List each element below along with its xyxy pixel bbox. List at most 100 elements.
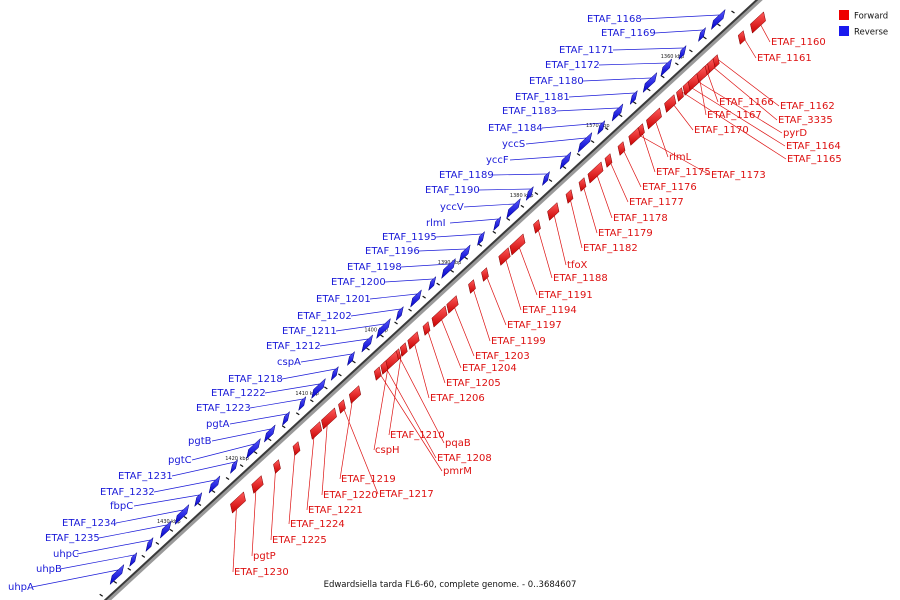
forward-leader bbox=[678, 89, 787, 160]
forward-leader bbox=[708, 62, 778, 121]
forward-leader bbox=[551, 206, 567, 266]
tick-mark bbox=[618, 114, 623, 118]
reverse-gene-label-etaf-1200: ETAF_1200 bbox=[331, 277, 386, 288]
reverse-gene-label-etaf-1181: ETAF_1181 bbox=[515, 92, 570, 103]
reverse-gene-label-etaf-1180: ETAF_1180 bbox=[529, 76, 584, 87]
reverse-gene-label-etaf-1235: ETAF_1235 bbox=[45, 533, 100, 544]
forward-leader bbox=[535, 221, 553, 279]
reverse-leader bbox=[369, 293, 418, 300]
tick-mark bbox=[380, 334, 384, 338]
reverse-gene-label-pgtb: pgtB bbox=[188, 436, 212, 447]
forward-gene-glyph bbox=[498, 247, 511, 266]
forward-gene-label-etaf-1197: ETAF_1197 bbox=[507, 320, 562, 331]
reverse-gene-label-etaf-1169: ETAF_1169 bbox=[601, 28, 656, 39]
forward-gene-label-etaf-1170: ETAF_1170 bbox=[694, 125, 749, 136]
reverse-leader bbox=[598, 62, 668, 66]
forward-gene-label-etaf-1206: ETAF_1206 bbox=[430, 393, 485, 404]
reverse-gene-glyph bbox=[361, 334, 374, 353]
reverse-gene-glyph bbox=[698, 26, 706, 43]
reverse-gene-label-uhpc: uhpC bbox=[53, 549, 79, 560]
tick-mark bbox=[197, 502, 202, 506]
tick-mark bbox=[309, 399, 314, 403]
reverse-leader bbox=[640, 14, 720, 20]
reverse-leader bbox=[264, 383, 320, 394]
reverse-leader bbox=[211, 428, 271, 442]
tick-mark bbox=[422, 295, 426, 299]
forward-gene-glyph bbox=[737, 30, 746, 45]
reverse-gene-glyph bbox=[525, 185, 534, 202]
tick-label-2: 1380 kbp bbox=[510, 193, 534, 199]
gene-features bbox=[109, 8, 766, 586]
forward-gene-label-etaf-1191: ETAF_1191 bbox=[538, 290, 593, 301]
reverse-gene-label-yccs: yccS bbox=[502, 139, 525, 150]
reverse-gene-glyph bbox=[441, 257, 456, 280]
tick-mark bbox=[520, 204, 525, 208]
tick-mark bbox=[338, 373, 342, 377]
forward-gene-glyph bbox=[380, 360, 389, 375]
tick-mark bbox=[366, 347, 370, 351]
reverse-leader bbox=[525, 137, 587, 145]
reverse-leader bbox=[478, 188, 531, 191]
forward-leader bbox=[581, 179, 598, 234]
reverse-leader bbox=[191, 443, 255, 461]
forward-gene-glyph bbox=[251, 475, 264, 494]
reverse-gene-label-yccf: yccF bbox=[486, 155, 509, 166]
reverse-gene-glyph bbox=[263, 424, 276, 443]
gene-labels: ETAF_1168 ETAF_1169 ETAF_1171 ETAF_1172 ETAF… bbox=[8, 14, 842, 593]
reverse-gene-label-etaf-1201: ETAF_1201 bbox=[316, 294, 371, 305]
forward-gene-label-etaf-1161: ETAF_1161 bbox=[757, 53, 812, 64]
reverse-leader bbox=[654, 29, 704, 34]
forward-gene-label-etaf-1182: ETAF_1182 bbox=[583, 243, 638, 254]
tick-mark bbox=[211, 490, 216, 494]
reverse-gene-glyph bbox=[109, 563, 125, 586]
reverse-leader bbox=[400, 263, 450, 268]
reverse-gene-label-etaf-1222: ETAF_1222 bbox=[211, 388, 266, 399]
forward-gene-label-etaf-1224: ETAF_1224 bbox=[290, 519, 345, 530]
tick-label-5: 1410 kbp bbox=[295, 391, 319, 397]
tick-mark bbox=[450, 269, 455, 273]
reverse-leader bbox=[509, 155, 567, 161]
tick-mark bbox=[155, 541, 160, 545]
reverse-gene-label-fbpc: fbpC bbox=[110, 501, 133, 512]
reverse-gene-label-uhpb: uhpB bbox=[36, 564, 62, 575]
forward-leader bbox=[382, 362, 437, 459]
forward-gene-glyph bbox=[309, 421, 323, 440]
forward-gene-label-etaf-1173: ETAF_1173 bbox=[711, 170, 766, 181]
forward-leader bbox=[373, 356, 391, 451]
label-leaders bbox=[31, 14, 787, 588]
reverse-gene-glyph bbox=[410, 289, 422, 308]
forward-gene-label-etaf-1166: ETAF_1166 bbox=[719, 97, 774, 108]
forward-leader bbox=[714, 56, 780, 107]
forward-gene-label-etaf-1162: ETAF_1162 bbox=[780, 101, 835, 112]
forward-gene-label-etaf-1178: ETAF_1178 bbox=[613, 213, 668, 224]
reverse-gene-glyph bbox=[347, 350, 355, 367]
forward-gene-label-etaf-1219: ETAF_1219 bbox=[341, 474, 396, 485]
forward-leader bbox=[691, 77, 783, 134]
forward-gene-label-etaf-1167: ETAF_1167 bbox=[707, 110, 762, 121]
forward-leader bbox=[376, 368, 443, 472]
reverse-gene-label-etaf-1184: ETAF_1184 bbox=[488, 123, 543, 134]
tick-label-4: 1400 kbp bbox=[364, 328, 388, 334]
reverse-gene-glyph bbox=[506, 197, 521, 220]
tick-mark bbox=[436, 282, 440, 286]
forward-gene-label-etaf-1188: ETAF_1188 bbox=[553, 273, 608, 284]
forward-gene-glyph bbox=[628, 127, 641, 146]
forward-gene-glyph bbox=[230, 491, 246, 514]
forward-gene-glyph bbox=[422, 321, 431, 336]
legend-reverse-swatch bbox=[839, 26, 849, 36]
reverse-leader bbox=[449, 218, 499, 224]
legend-forward-label: Forward bbox=[854, 12, 888, 22]
tick-mark bbox=[281, 425, 286, 429]
reverse-gene-glyph bbox=[298, 395, 307, 412]
forward-gene-label-pqab: pqaB bbox=[445, 438, 471, 449]
reverse-gene-glyph bbox=[129, 551, 138, 568]
forward-gene-label-rlml: rlmL bbox=[669, 152, 692, 163]
forward-gene-glyph bbox=[407, 331, 420, 350]
forward-gene-glyph bbox=[273, 459, 281, 474]
reverse-gene-glyph bbox=[145, 536, 154, 553]
forward-gene-glyph bbox=[604, 153, 613, 168]
reverse-gene-glyph bbox=[477, 230, 485, 247]
forward-gene-label-pmrm: pmrM bbox=[443, 466, 472, 477]
reverse-gene-glyph bbox=[395, 305, 404, 322]
reverse-gene-label-etaf-1231: ETAF_1231 bbox=[118, 471, 173, 482]
